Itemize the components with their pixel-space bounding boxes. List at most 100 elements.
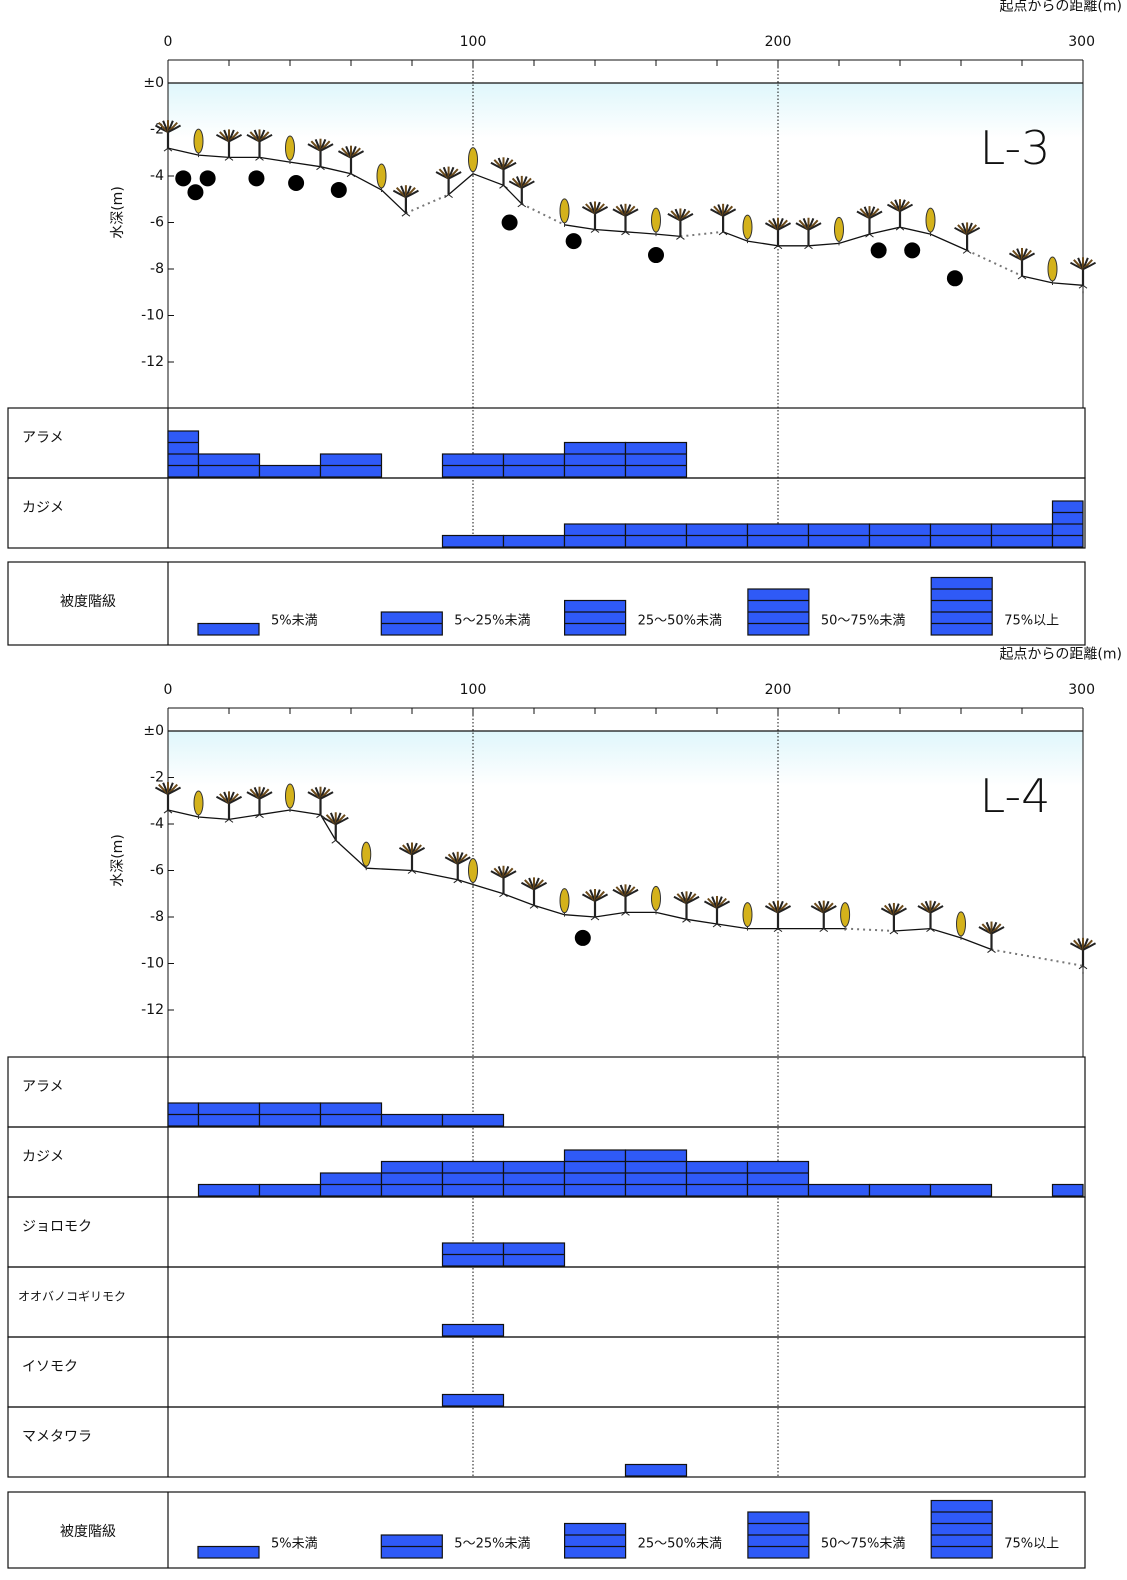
kelp-icon (307, 786, 334, 819)
boulder (288, 174, 305, 191)
kelp-icon-blade (285, 783, 295, 809)
kelp-icon-hold (224, 156, 234, 161)
species-name: カジメ (22, 500, 64, 516)
kelp-icon-hold (499, 184, 508, 189)
coverage-bar (441, 1160, 505, 1197)
kelp-icon (337, 145, 365, 178)
kelp-icon-frond (777, 222, 792, 231)
kelp-icon-blade (925, 207, 936, 233)
profile-gap (405, 193, 449, 215)
kelp-icon-hold (773, 928, 783, 933)
kelp-icon (285, 135, 295, 165)
kelp-icon-blade (193, 790, 204, 816)
kelp-icon (764, 217, 792, 250)
legend-bar (563, 599, 627, 636)
y-tick-label: -4 (150, 168, 164, 184)
kelp-icon (215, 791, 243, 823)
legend-label: 5%未満 (271, 1537, 318, 1552)
kelp-icon-frond (521, 180, 535, 189)
kelp-icon (1069, 257, 1097, 289)
kelp-icon (508, 175, 535, 208)
kelp-icon-blade (742, 902, 753, 928)
seabed-profile (448, 172, 523, 205)
kelp-icon-blade (285, 135, 295, 161)
kelp-icon (246, 786, 273, 819)
kelp-icon (193, 790, 204, 820)
kelp-icon (322, 812, 349, 844)
kelp-icon-hold (407, 869, 417, 874)
kelp-icon-frond (899, 203, 914, 213)
kelp-icon-blade (193, 128, 204, 154)
legend-title: 被度階級 (60, 1524, 116, 1540)
boulder (904, 242, 921, 259)
y-tick-label: -4 (150, 816, 164, 832)
boulder (248, 170, 265, 187)
coverage-row (7, 477, 1086, 549)
coverage-bar (685, 1160, 749, 1197)
kelp-icon (917, 900, 944, 933)
kelp-icon-frond (991, 926, 1005, 935)
kelp-icon-frond (823, 905, 837, 914)
water (168, 731, 1083, 786)
kelp-icon-hold (1078, 965, 1088, 970)
kelp-icon-blade (742, 214, 753, 240)
kelp-icon (559, 198, 570, 227)
kelp-icon (667, 208, 694, 240)
kelp-icon (954, 222, 981, 254)
kelp-icon-frond (320, 143, 334, 152)
panel-title: L-4 (980, 769, 1051, 823)
legend-label: 5%未満 (271, 614, 318, 629)
boulder (187, 184, 204, 201)
coverage-bar (624, 1463, 688, 1477)
kelp-icon (444, 851, 471, 884)
kelp-icon-frond (893, 907, 907, 916)
kelp-icon (856, 206, 883, 238)
kelp-icon-frond (808, 222, 822, 231)
kelp-icon-hold (926, 928, 935, 933)
species-name: アラメ (22, 430, 64, 446)
kelp-icon-frond (457, 856, 471, 865)
kelp-icon (376, 163, 387, 192)
kelp-icon-frond (405, 189, 419, 199)
kelp-icon-hold (804, 245, 813, 250)
kelp-icon (612, 203, 639, 236)
kelp-icon-blade (559, 198, 570, 224)
species-name: マメタワラ (22, 1429, 92, 1445)
profile-gap (845, 927, 894, 932)
seabed-profile (893, 927, 992, 951)
kelp-icon (1008, 247, 1036, 280)
kelp-icon-frond (167, 786, 182, 795)
species-name: アラメ (22, 1079, 64, 1095)
legend-label: 75%以上 (1004, 1537, 1059, 1552)
kelp-icon-hold (346, 173, 356, 178)
kelp-icon (651, 207, 661, 237)
panel-title: L-3 (980, 121, 1051, 175)
kelp-icon-hold (316, 166, 325, 171)
coverage-bar (441, 1323, 505, 1337)
kelp-icon (742, 902, 753, 931)
species-name: オオバノコギリモク (18, 1290, 126, 1304)
y-tick-label: ±0 (143, 75, 164, 91)
kelp-icon-frond (259, 133, 273, 143)
kelp-icon (581, 201, 609, 233)
coverage-bar (746, 1160, 810, 1197)
legend-label: 50～75%未満 (821, 1537, 905, 1552)
kelp-icon-hold (163, 809, 173, 814)
y-axis-label: 水深(m) (110, 186, 126, 239)
coverage-bar (1051, 1183, 1084, 1197)
boulder (330, 181, 347, 198)
kelp-icon-hold (163, 147, 173, 152)
legend-label: 5～25%未満 (454, 1537, 530, 1552)
profile-gap (991, 948, 1084, 967)
coverage-bar (624, 441, 688, 478)
y-tick-label: -8 (150, 909, 164, 925)
kelp-icon-blade (840, 902, 851, 928)
boulder (648, 247, 664, 264)
kelp-icon-frond (625, 888, 639, 898)
kelp-icon-hold (590, 916, 600, 921)
kelp-icon (307, 138, 334, 171)
coverage-bar (258, 464, 322, 478)
kelp-icon-frond (594, 893, 609, 902)
kelp-icon-frond (228, 133, 243, 143)
kelp-icon-hold (590, 228, 600, 233)
